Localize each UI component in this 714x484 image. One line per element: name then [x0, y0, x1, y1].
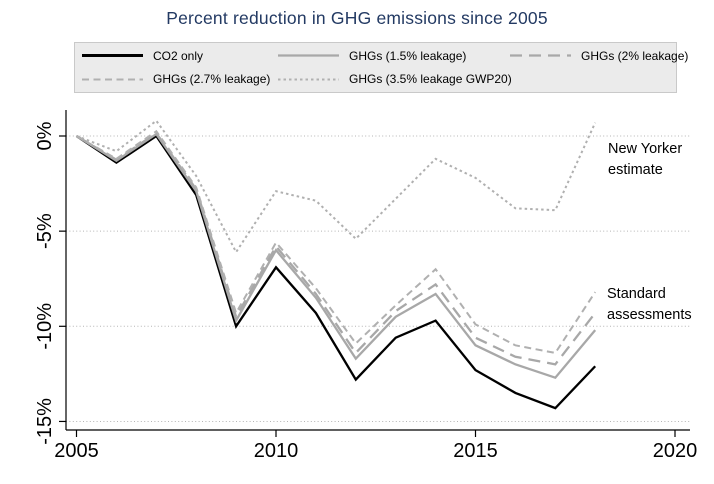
x-tick-label: 2005 — [54, 440, 99, 462]
x-tick-label: 2020 — [653, 440, 698, 462]
series-line-ghgs-2-7-leakage- — [76, 129, 597, 355]
y-tick-label: 0% — [34, 121, 56, 150]
chart-title: Percent reduction in GHG emissions since… — [166, 8, 548, 28]
legend-line-sample — [82, 54, 143, 58]
legend-line-sample — [278, 78, 339, 81]
annotation-line: assessments — [607, 307, 692, 323]
legend-line-sample — [278, 54, 339, 57]
annotation-line: estimate — [608, 162, 663, 178]
legend-item: GHGs (2% leakage) — [507, 49, 688, 63]
x-tick-label: 2010 — [254, 440, 299, 462]
legend-item: GHGs (3.5% leakage GWP20) — [275, 72, 512, 86]
legend-label: GHGs (1.5% leakage) — [349, 48, 467, 63]
series-line-ghgs-2-leakage- — [75, 131, 597, 366]
series-line-ghgs-1-5-leakage- — [75, 132, 597, 380]
legend-line-sample — [82, 78, 143, 81]
y-tick-label: -5% — [34, 213, 56, 249]
legend-label: GHGs (2% leakage) — [581, 48, 689, 63]
legend-item: GHGs (2.7% leakage) — [79, 72, 275, 86]
legend-label: GHGs (3.5% leakage GWP20) — [349, 72, 512, 87]
y-tick-label: -10% — [34, 303, 56, 350]
legend: CO2 only GHGs (1.5% leakage) GHGs (2% leak… — [74, 42, 688, 93]
x-tick-label: 2015 — [453, 440, 498, 462]
series-line-ghgs-3-5-leakage-gwp20- — [76, 119, 597, 255]
annotation-newyorker-estimate: New Yorker estimate — [608, 139, 682, 181]
legend-label: GHGs (2.7% leakage) — [153, 72, 271, 87]
legend-item: GHGs (1.5% leakage) — [275, 49, 507, 63]
series-line-co2-only — [75, 134, 597, 410]
y-tick-label: -15% — [34, 398, 56, 445]
legend-label: CO2 only — [153, 48, 204, 63]
legend-item: CO2 only — [79, 49, 275, 63]
annotation-standard-assessments: Standard assessments — [607, 284, 692, 326]
legend-line-sample — [510, 54, 571, 57]
annotation-line: New Yorker — [608, 141, 683, 157]
annotation-line: Standard — [607, 286, 666, 302]
